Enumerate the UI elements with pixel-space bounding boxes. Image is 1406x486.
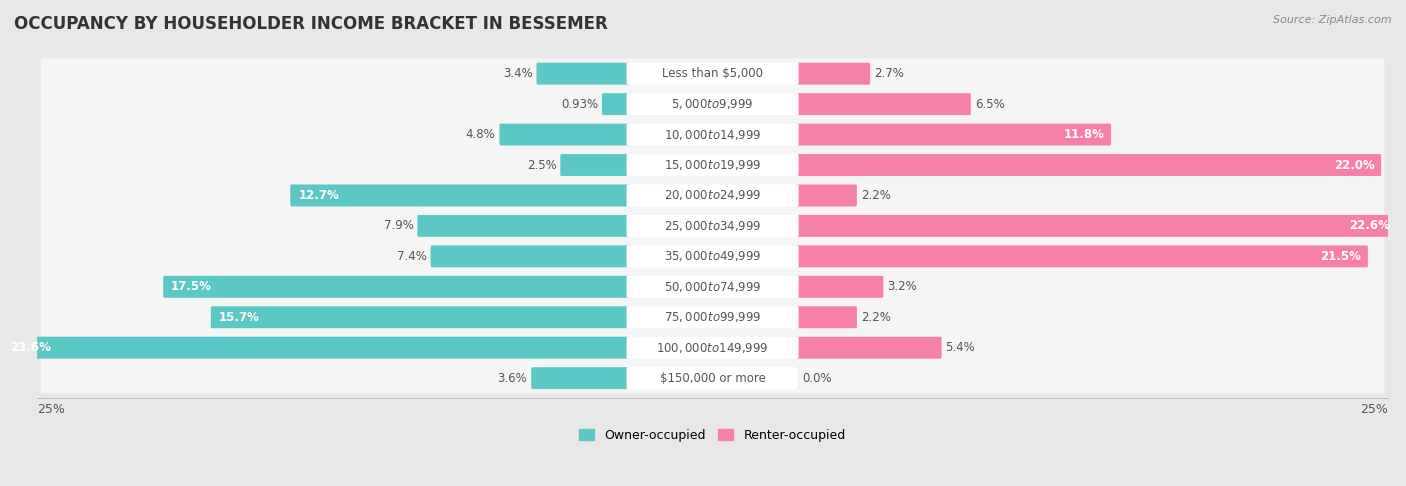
FancyBboxPatch shape — [561, 154, 630, 176]
Text: 3.2%: 3.2% — [887, 280, 917, 294]
FancyBboxPatch shape — [41, 119, 1385, 150]
Text: 7.4%: 7.4% — [396, 250, 426, 263]
FancyBboxPatch shape — [41, 332, 1385, 363]
Text: $15,000 to $19,999: $15,000 to $19,999 — [664, 158, 761, 172]
Text: 22.6%: 22.6% — [1350, 219, 1391, 232]
FancyBboxPatch shape — [41, 241, 1385, 272]
FancyBboxPatch shape — [796, 245, 1368, 267]
FancyBboxPatch shape — [627, 123, 799, 145]
Text: 15.7%: 15.7% — [219, 311, 260, 324]
FancyBboxPatch shape — [627, 63, 799, 85]
FancyBboxPatch shape — [41, 89, 1385, 120]
Text: $50,000 to $74,999: $50,000 to $74,999 — [664, 280, 761, 294]
FancyBboxPatch shape — [796, 215, 1398, 237]
Text: 0.0%: 0.0% — [803, 372, 832, 384]
Text: 6.5%: 6.5% — [974, 98, 1004, 111]
FancyBboxPatch shape — [602, 93, 630, 115]
Text: OCCUPANCY BY HOUSEHOLDER INCOME BRACKET IN BESSEMER: OCCUPANCY BY HOUSEHOLDER INCOME BRACKET … — [14, 15, 607, 33]
Text: 2.2%: 2.2% — [860, 311, 891, 324]
FancyBboxPatch shape — [290, 185, 630, 207]
Text: $5,000 to $9,999: $5,000 to $9,999 — [671, 97, 754, 111]
FancyBboxPatch shape — [796, 367, 799, 389]
Text: Less than $5,000: Less than $5,000 — [662, 67, 763, 80]
FancyBboxPatch shape — [211, 306, 630, 328]
FancyBboxPatch shape — [627, 276, 799, 298]
FancyBboxPatch shape — [796, 93, 970, 115]
FancyBboxPatch shape — [41, 150, 1385, 180]
Text: $10,000 to $14,999: $10,000 to $14,999 — [664, 127, 761, 141]
Text: 0.93%: 0.93% — [561, 98, 598, 111]
FancyBboxPatch shape — [627, 154, 799, 176]
Legend: Owner-occupied, Renter-occupied: Owner-occupied, Renter-occupied — [575, 424, 851, 447]
Text: $150,000 or more: $150,000 or more — [659, 372, 765, 384]
Text: 3.4%: 3.4% — [503, 67, 533, 80]
FancyBboxPatch shape — [796, 337, 942, 359]
Text: 12.7%: 12.7% — [298, 189, 339, 202]
Text: 3.6%: 3.6% — [498, 372, 527, 384]
FancyBboxPatch shape — [41, 180, 1385, 211]
Text: 17.5%: 17.5% — [172, 280, 212, 294]
Text: 2.7%: 2.7% — [875, 67, 904, 80]
Text: 23.6%: 23.6% — [10, 341, 51, 354]
Text: 2.5%: 2.5% — [527, 158, 557, 172]
Text: 21.5%: 21.5% — [1320, 250, 1361, 263]
Text: $20,000 to $24,999: $20,000 to $24,999 — [664, 189, 761, 203]
Text: $75,000 to $99,999: $75,000 to $99,999 — [664, 310, 761, 324]
FancyBboxPatch shape — [627, 185, 799, 207]
Text: 2.2%: 2.2% — [860, 189, 891, 202]
Text: 5.4%: 5.4% — [946, 341, 976, 354]
FancyBboxPatch shape — [418, 215, 630, 237]
FancyBboxPatch shape — [537, 63, 630, 85]
FancyBboxPatch shape — [796, 276, 883, 298]
FancyBboxPatch shape — [796, 123, 1111, 145]
Text: $100,000 to $149,999: $100,000 to $149,999 — [657, 341, 769, 355]
FancyBboxPatch shape — [796, 63, 870, 85]
FancyBboxPatch shape — [41, 302, 1385, 332]
FancyBboxPatch shape — [627, 367, 799, 389]
FancyBboxPatch shape — [796, 154, 1381, 176]
FancyBboxPatch shape — [41, 363, 1385, 394]
Text: 22.0%: 22.0% — [1334, 158, 1375, 172]
FancyBboxPatch shape — [430, 245, 630, 267]
FancyBboxPatch shape — [796, 306, 856, 328]
FancyBboxPatch shape — [627, 93, 799, 115]
FancyBboxPatch shape — [41, 58, 1385, 89]
Text: 7.9%: 7.9% — [384, 219, 413, 232]
Text: 11.8%: 11.8% — [1063, 128, 1105, 141]
FancyBboxPatch shape — [499, 123, 630, 145]
FancyBboxPatch shape — [41, 271, 1385, 302]
FancyBboxPatch shape — [627, 215, 799, 237]
FancyBboxPatch shape — [163, 276, 630, 298]
FancyBboxPatch shape — [531, 367, 630, 389]
Text: 4.8%: 4.8% — [465, 128, 495, 141]
FancyBboxPatch shape — [796, 185, 856, 207]
FancyBboxPatch shape — [627, 245, 799, 267]
FancyBboxPatch shape — [1, 337, 630, 359]
Text: $25,000 to $34,999: $25,000 to $34,999 — [664, 219, 761, 233]
Text: Source: ZipAtlas.com: Source: ZipAtlas.com — [1274, 15, 1392, 25]
Text: $35,000 to $49,999: $35,000 to $49,999 — [664, 249, 761, 263]
FancyBboxPatch shape — [627, 306, 799, 328]
FancyBboxPatch shape — [41, 210, 1385, 241]
FancyBboxPatch shape — [627, 337, 799, 359]
